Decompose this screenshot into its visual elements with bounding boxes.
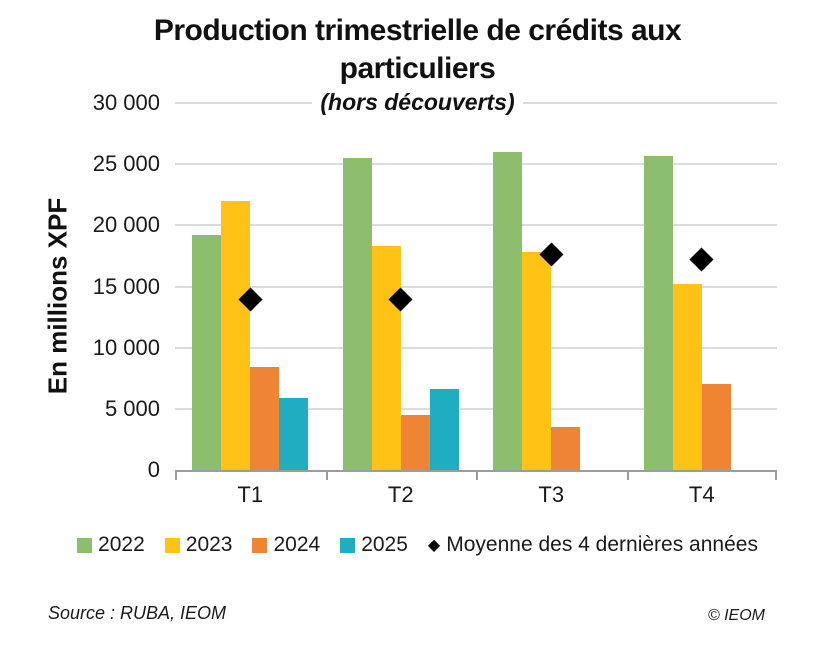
x-tick-label: T1: [237, 482, 264, 507]
legend-item-2022: 2022: [77, 533, 145, 557]
legend-label: Moyenne des 4 dernières années: [446, 533, 758, 556]
y-tick-label: 10 000: [92, 334, 160, 360]
bar-2023-T3: [522, 252, 552, 470]
legend-item-2024: 2024: [252, 533, 320, 557]
bar-group-T3: [493, 103, 609, 470]
x-tick-label: T2: [387, 482, 414, 507]
x-axis-tick: [175, 472, 177, 480]
gridline-25000: [175, 163, 777, 166]
chart-subtitle: (hors découverts): [312, 89, 523, 116]
legend-label: 2023: [185, 533, 233, 556]
y-tick-label: 20 000: [92, 212, 160, 238]
source-note: Source : RUBA, IEOM: [48, 603, 227, 623]
bar-2022-T3: [493, 151, 523, 470]
bar-2022-T2: [342, 158, 372, 470]
copyright-note: © IEOM: [707, 607, 765, 624]
legend-label: 2025: [361, 533, 408, 556]
y-tick-label: 0: [147, 457, 160, 482]
plot-area: [175, 102, 777, 480]
y-tick-label: 25 000: [92, 151, 160, 177]
bar-2023-T1: [221, 200, 251, 470]
bar-2022-T1: [192, 235, 222, 470]
legend-swatch-2024: [252, 537, 268, 553]
chart-subtitle-row: (hors découverts): [0, 89, 835, 116]
legend-item-2023: 2023: [164, 533, 233, 557]
diamond-marker-icon: ◆: [427, 536, 441, 554]
legend-swatch-2025: [340, 537, 356, 553]
legend-swatch-2022: [77, 537, 93, 553]
legend-label: 2024: [273, 533, 321, 556]
bar-2024-T3: [551, 427, 581, 470]
x-axis-tick: [325, 472, 328, 480]
legend-item-2025: 2025: [340, 533, 408, 557]
bar-2022-T4: [643, 155, 673, 470]
bar-2024-T4: [701, 384, 731, 470]
legend-swatch-2023: [164, 537, 180, 553]
bar-group-T1: [192, 103, 309, 470]
bar-group-T2: [342, 103, 459, 470]
gridline-15000: [175, 285, 777, 288]
legend-item-moyenne: ◆ Moyenne des 4 dernières années: [428, 533, 758, 557]
bar-2023-T2: [371, 246, 401, 470]
x-tick-label: T3: [538, 482, 565, 507]
legend-label: 2022: [98, 533, 145, 556]
bar-group-T4: [643, 103, 760, 470]
y-tick-label: 15 000: [92, 273, 160, 299]
bar-2025-T1: [279, 397, 309, 470]
gridline-10000: [175, 346, 777, 349]
x-axis-tick: [626, 472, 629, 480]
chart-title: Production trimestrielle de crédits aux …: [153, 14, 682, 85]
bar-2024-T1: [250, 367, 280, 470]
x-tick-label: T4: [688, 482, 715, 507]
bar-2024-T2: [400, 414, 430, 470]
gridline-5000: [175, 407, 777, 410]
y-tick-label: 5 000: [104, 395, 160, 421]
y-axis-title: En millions XPF: [42, 197, 73, 395]
gridline-20000: [175, 224, 777, 227]
y-tick-label: 30 000: [92, 90, 160, 115]
x-axis-tick: [476, 472, 478, 480]
bar-2025-T2: [429, 389, 459, 470]
bar-2023-T4: [672, 284, 702, 470]
x-axis-tick: [775, 472, 777, 480]
legend: 2022 2023 2024 2025 ◆ Moyenne des 4 dernières…: [0, 533, 835, 557]
